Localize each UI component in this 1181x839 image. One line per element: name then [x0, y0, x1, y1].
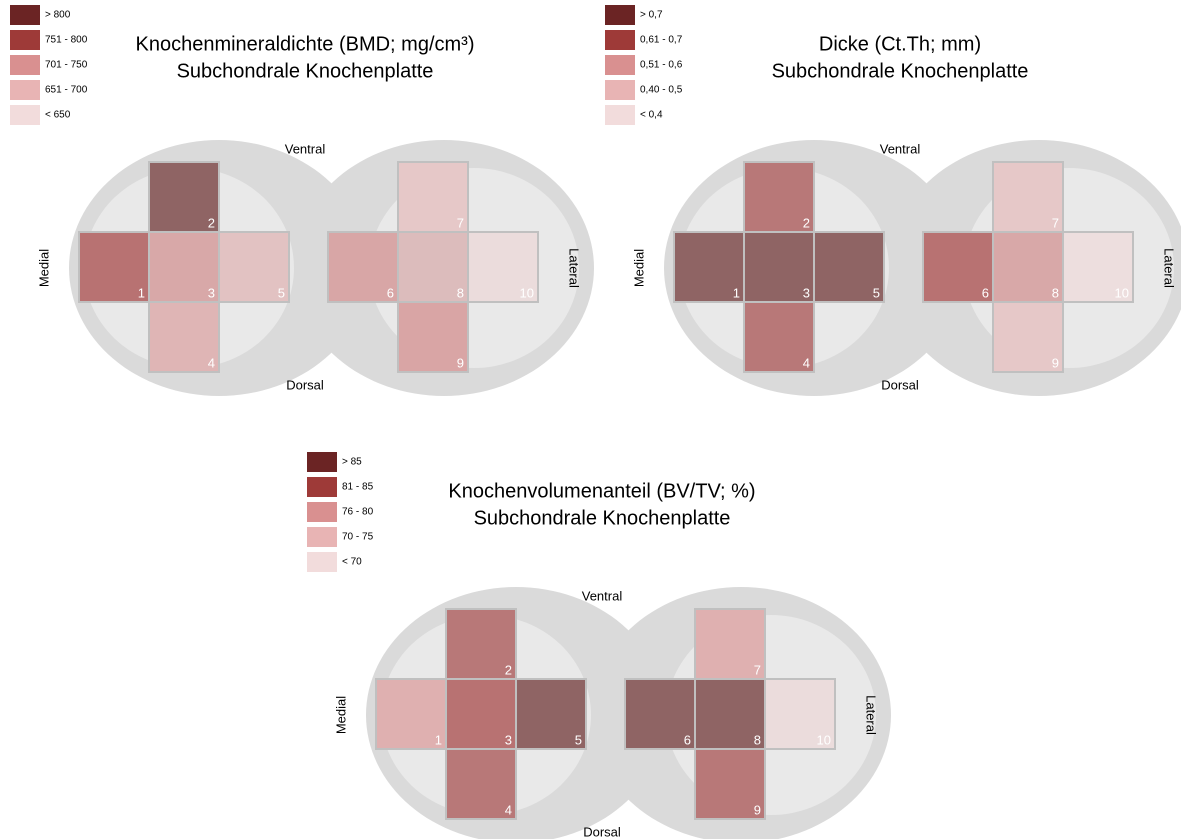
legend-swatch [10, 80, 40, 100]
legend-label: 76 - 80 [342, 507, 374, 518]
legend-swatch [605, 105, 635, 125]
region-number: 5 [873, 285, 880, 300]
legend-label: > 0,7 [640, 10, 663, 21]
orientation-label: Medial [333, 696, 348, 734]
region-number: 4 [208, 355, 215, 370]
orientation-label: Ventral [582, 588, 623, 603]
legend-label: < 650 [45, 110, 71, 121]
region-number: 10 [817, 732, 831, 747]
region-number: 9 [457, 355, 464, 370]
legend-swatch [307, 452, 337, 472]
region-number: 3 [505, 732, 512, 747]
panel: > 800 751 - 800 701 - 750 651 - 700 < 650 Kno… [10, 5, 594, 396]
region-number: 2 [803, 215, 810, 230]
legend-label: 70 - 75 [342, 532, 374, 543]
legend-swatch [307, 502, 337, 522]
region-number: 8 [1052, 285, 1059, 300]
region-number: 5 [278, 285, 285, 300]
orientation-label: Dorsal [286, 377, 324, 392]
legend-label: 751 - 800 [45, 35, 88, 46]
region-number: 2 [208, 215, 215, 230]
orientation-label: Dorsal [881, 377, 919, 392]
legend-swatch [605, 5, 635, 25]
title: Knochenvolumenanteil (BV/TV; %) [448, 480, 755, 502]
orientation-label: Medial [36, 249, 51, 287]
region-number: 9 [754, 802, 761, 817]
region-number: 3 [803, 285, 810, 300]
orientation-label: Dorsal [583, 824, 621, 839]
legend-label: < 70 [342, 557, 362, 568]
legend-label: 81 - 85 [342, 482, 374, 493]
region-number: 8 [457, 285, 464, 300]
region-number: 1 [733, 285, 740, 300]
orientation-label: Ventral [285, 141, 326, 156]
region-number: 10 [1115, 285, 1129, 300]
orientation-label: Lateral [1162, 248, 1177, 288]
region-number: 9 [1052, 355, 1059, 370]
diagram: > 800 751 - 800 701 - 750 651 - 700 < 650 Kno… [0, 0, 1181, 839]
orientation-label: Ventral [880, 141, 921, 156]
orientation-label: Medial [631, 249, 646, 287]
region-number: 6 [982, 285, 989, 300]
legend-swatch [10, 30, 40, 50]
legend-label: < 0,4 [640, 110, 663, 121]
region-number: 4 [803, 355, 810, 370]
region-number: 8 [754, 732, 761, 747]
legend-label: > 85 [342, 457, 362, 468]
region-number: 1 [138, 285, 145, 300]
panel: > 85 81 - 85 76 - 80 70 - 75 < 70 Knochenvolu… [307, 452, 891, 839]
legend-swatch [605, 55, 635, 75]
legend-swatch [605, 30, 635, 50]
region-number: 2 [505, 662, 512, 677]
region-number: 10 [520, 285, 534, 300]
region-number: 3 [208, 285, 215, 300]
title: Dicke (Ct.Th; mm) [819, 33, 981, 55]
legend-swatch [10, 5, 40, 25]
title: Subchondrale Knochenplatte [474, 507, 731, 529]
legend-label: 701 - 750 [45, 60, 88, 71]
region-number: 7 [1052, 215, 1059, 230]
page: {"panels": [ {"title": ["Knochenminerald… [0, 0, 1181, 839]
legend-swatch [307, 552, 337, 572]
legend-label: 651 - 700 [45, 85, 88, 96]
region-number: 6 [684, 732, 691, 747]
title: Subchondrale Knochenplatte [177, 60, 434, 82]
orientation-label: Lateral [567, 248, 582, 288]
orientation-label: Lateral [864, 695, 879, 735]
region-number: 6 [387, 285, 394, 300]
legend-label: 0,61 - 0,7 [640, 35, 683, 46]
region-number: 4 [505, 802, 512, 817]
legend-label: 0,51 - 0,6 [640, 60, 683, 71]
region-number: 5 [575, 732, 582, 747]
legend-swatch [307, 477, 337, 497]
legend-label: 0,40 - 0,5 [640, 85, 683, 96]
legend-swatch [307, 527, 337, 547]
title: Subchondrale Knochenplatte [772, 60, 1029, 82]
legend-label: > 800 [45, 10, 71, 21]
panel: > 0,7 0,61 - 0,7 0,51 - 0,6 0,40 - 0,5 < 0,4… [605, 5, 1181, 396]
legend-swatch [10, 105, 40, 125]
legend-swatch [605, 80, 635, 100]
legend-swatch [10, 55, 40, 75]
region-number: 7 [754, 662, 761, 677]
region-number: 1 [435, 732, 442, 747]
region-number: 7 [457, 215, 464, 230]
title: Knochenmineraldichte (BMD; mg/cm³) [136, 33, 475, 55]
